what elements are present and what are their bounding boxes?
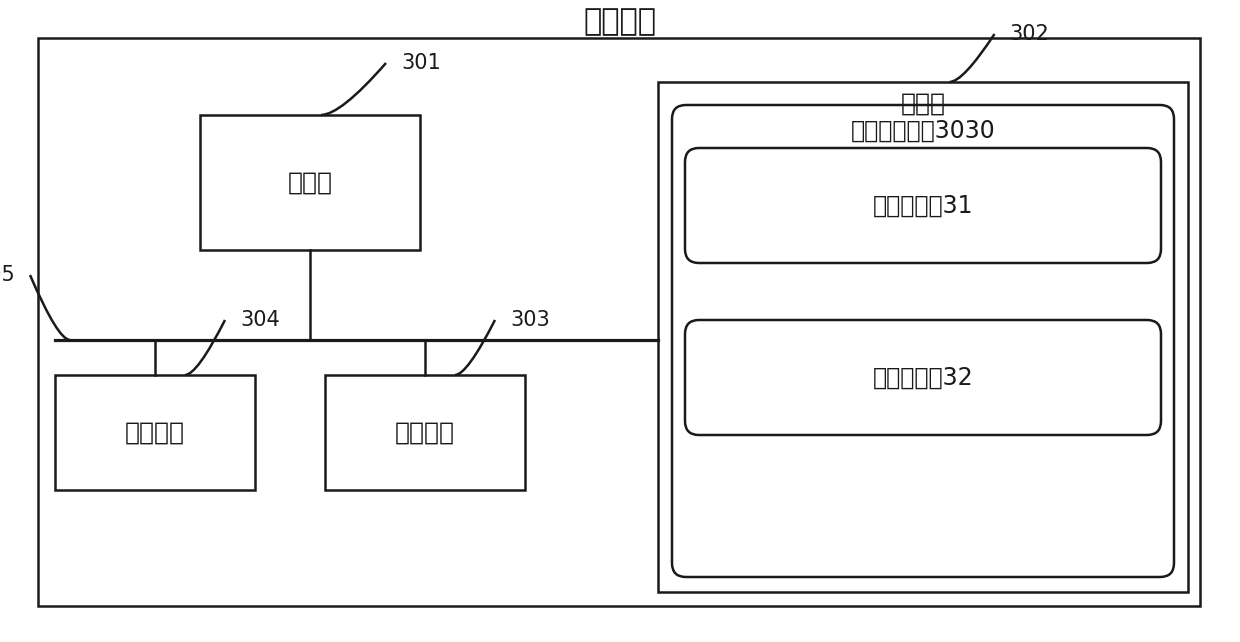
FancyBboxPatch shape [672, 105, 1174, 577]
Text: 304: 304 [241, 310, 280, 330]
Text: 数据处理装田3030: 数据处理装田3030 [851, 119, 996, 143]
Text: 存储器: 存储器 [900, 92, 945, 116]
Text: 信息处理模32: 信息处理模32 [873, 365, 973, 390]
Bar [55, 375, 255, 490]
Text: 电子设备: 电子设备 [584, 8, 656, 37]
Text: 处理器: 处理器 [288, 171, 332, 195]
Text: 网络接口: 网络接口 [125, 421, 185, 444]
Text: 302: 302 [1009, 24, 1049, 44]
Bar [325, 375, 525, 490]
FancyBboxPatch shape [684, 320, 1161, 435]
FancyBboxPatch shape [684, 148, 1161, 263]
Text: 301: 301 [401, 53, 440, 73]
Text: 用户接口: 用户接口 [396, 421, 455, 444]
Bar [200, 115, 420, 250]
Bar [38, 38, 1200, 606]
Text: 305: 305 [0, 265, 15, 285]
Text: 信息传输模31: 信息传输模31 [873, 193, 973, 218]
Text: 303: 303 [510, 310, 549, 330]
Bar [658, 82, 1188, 592]
